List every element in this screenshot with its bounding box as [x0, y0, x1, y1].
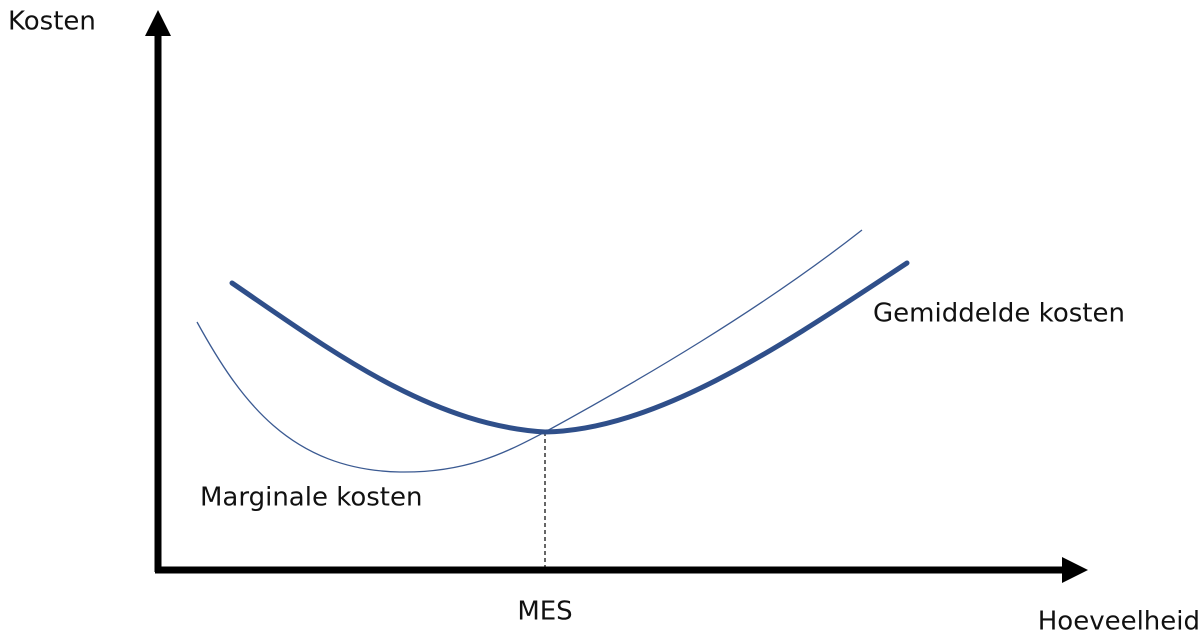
marginal-cost-curve	[196, 229, 863, 473]
marginal-cost-label: Marginale kosten	[200, 483, 422, 513]
x-axis-arrow	[1062, 557, 1088, 583]
mes-label: MES	[517, 597, 572, 627]
y-axis-arrow	[145, 10, 171, 36]
x-axis-label: Hoeveelheid	[1038, 607, 1200, 636]
average-cost-curve	[229, 260, 910, 435]
y-axis-label: Kosten	[8, 7, 96, 37]
average-cost-label: Gemiddelde kosten	[873, 299, 1125, 329]
